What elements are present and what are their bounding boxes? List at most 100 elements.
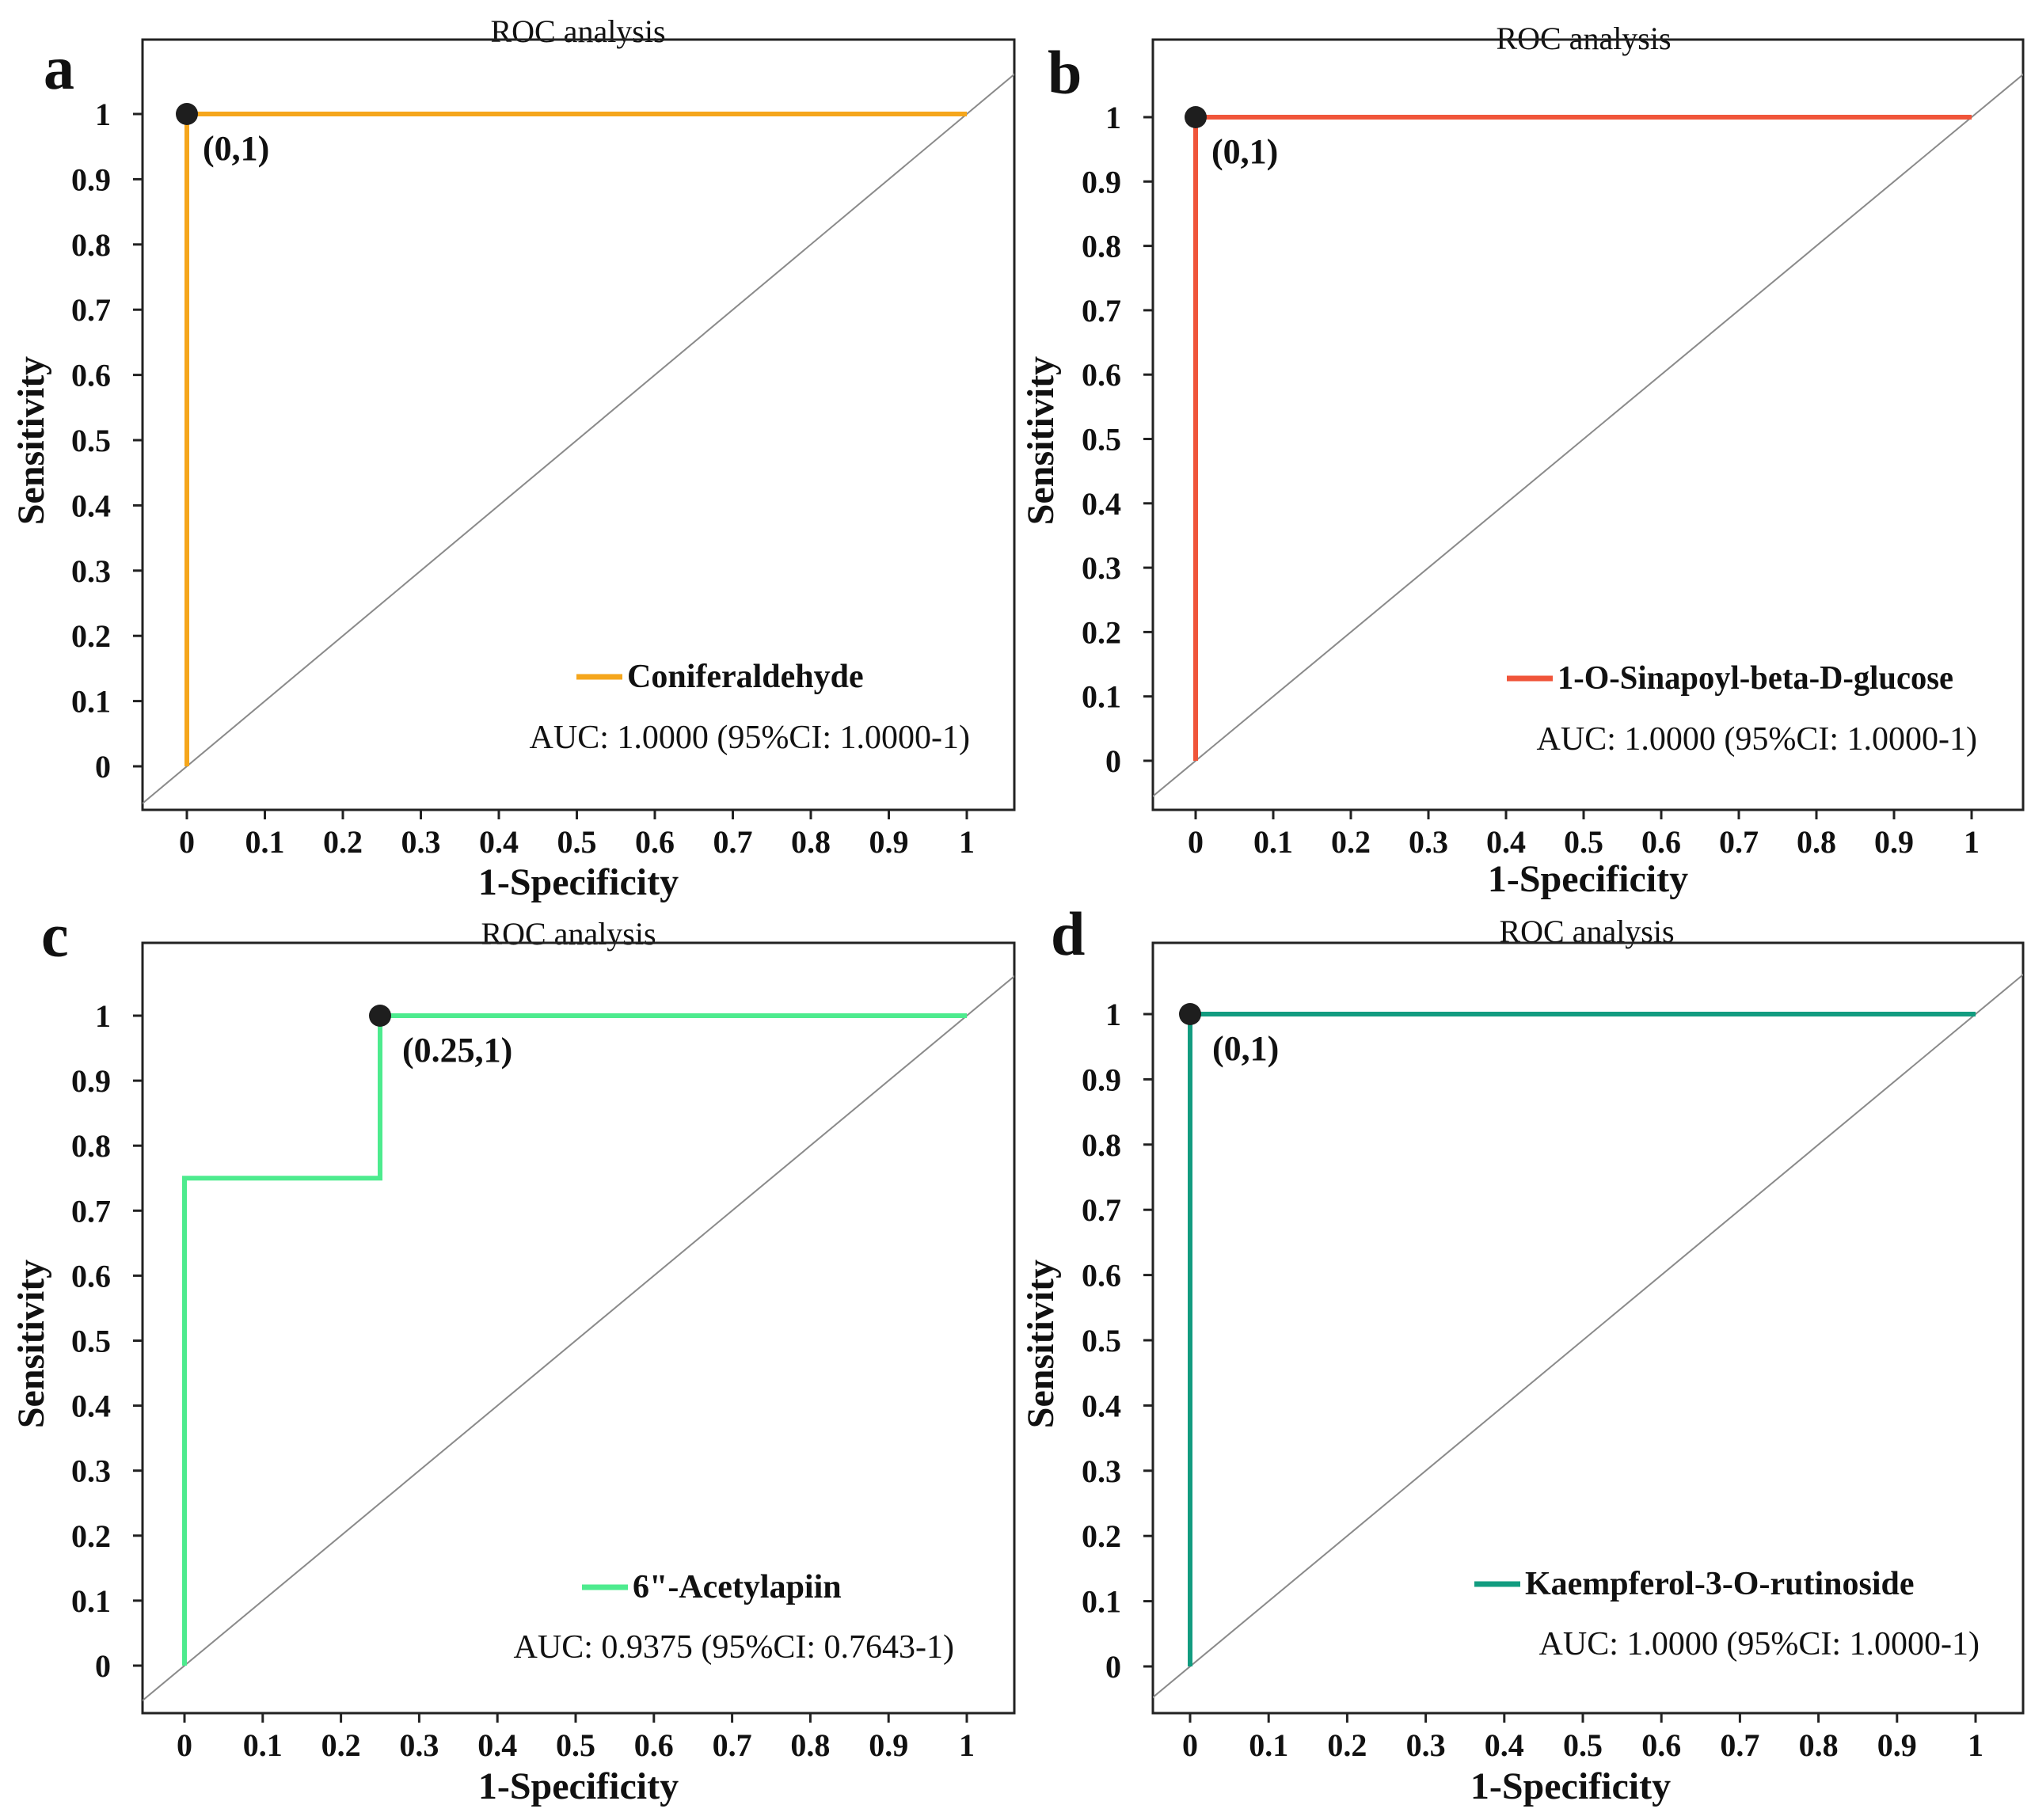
x-tick-label: 0.9 [1877, 1727, 1917, 1763]
optimal-point [1185, 106, 1207, 128]
x-tick-label: 0.1 [1249, 1727, 1288, 1763]
x-tick-label: 0.1 [245, 824, 285, 860]
optimal-point-label: (0,1) [1211, 132, 1278, 171]
x-tick-label: 0.5 [1564, 824, 1603, 860]
y-tick-label: 0 [95, 749, 111, 785]
y-tick-label: 0.9 [1082, 1062, 1121, 1097]
x-tick-label: 0.8 [1797, 824, 1836, 860]
roc-curve [182, 1013, 967, 1666]
roc-panel-a: a ROC analysis 0 0.1 0.2 0.3 0.4 0.5 0.6 0.7 0.8 0.… [10, 13, 1016, 903]
x-tick-label: 0.7 [1719, 824, 1759, 860]
y-tick-label: 0.6 [71, 1258, 111, 1294]
x-tick-label: 0.9 [869, 824, 909, 860]
x-tick-label: 0.1 [243, 1727, 283, 1763]
x-tick-label: 1 [959, 824, 975, 860]
x-tick-label: 0.5 [556, 1727, 595, 1763]
plot-frame [1151, 38, 2025, 811]
y-tick-label: 0.1 [1082, 1584, 1121, 1620]
optimal-point-label: (0,1) [203, 129, 269, 168]
x-axis-title: 1-Specificity [1470, 1765, 1671, 1807]
x-tick-label: 0.4 [479, 824, 519, 860]
x-tick-label: 0.4 [1486, 824, 1526, 860]
y-tick-label: 0.3 [1082, 1453, 1121, 1489]
plot-frame [141, 941, 1016, 1715]
y-tick-label: 0.4 [71, 1389, 111, 1424]
x-tick-label: 0.4 [477, 1727, 517, 1763]
y-tick-label: 0 [1105, 743, 1121, 779]
y-tick-label: 0.7 [71, 1193, 111, 1229]
y-axis-title: Sensitivity [10, 356, 52, 525]
x-tick-label: 0.7 [1720, 1727, 1759, 1763]
x-tick-label: 0.5 [557, 824, 597, 860]
y-tick-label: 0.4 [1082, 1388, 1121, 1423]
x-tick-label: 0.5 [1563, 1727, 1603, 1763]
optimal-point-label: (0.25,1) [402, 1031, 512, 1070]
x-tick-label: 0.2 [323, 824, 363, 860]
legend-label: Kaempferol-3-O-rutinoside [1525, 1566, 1915, 1602]
x-tick-label: 0.2 [1327, 1727, 1367, 1763]
x-tick-label: 1 [1968, 1727, 1983, 1763]
y-tick-label: 0.9 [71, 161, 111, 197]
legend-label: Coniferaldehyde [627, 659, 864, 695]
y-tick-label: 0.9 [1082, 164, 1121, 199]
x-tick-label: 0.6 [635, 824, 675, 860]
legend-label: 6"-Acetylapiin [633, 1569, 842, 1605]
y-tick-label: 1 [1105, 100, 1121, 135]
x-tick-label: 0 [177, 1727, 192, 1763]
reference-diagonal [1153, 973, 2023, 1699]
y-tick-label: 0.1 [71, 1583, 111, 1619]
y-tick-label: 0.2 [71, 1518, 111, 1554]
x-tick-label: 0 [1188, 824, 1204, 860]
panel-label: a [44, 33, 74, 102]
auc-annotation: AUC: 0.9375 (95%CI: 0.7643-1) [514, 1629, 954, 1666]
x-axis-title: 1-Specificity [1488, 858, 1688, 900]
x-tick-label: 0.7 [713, 824, 753, 860]
reference-diagonal [1153, 73, 2023, 798]
reference-diagonal [143, 975, 1014, 1702]
roc-panel-c: c ROC analysis 0 0.1 0.2 0.3 0.4 0.5 0.6 0.7 0.8 0.… [10, 901, 1016, 1807]
x-tick-label: 0.3 [401, 824, 441, 860]
reference-diagonal [143, 73, 1014, 805]
y-tick-label: 0.5 [1082, 422, 1121, 458]
y-tick-label: 1 [1105, 997, 1121, 1032]
y-tick-label: 0 [95, 1648, 111, 1684]
y-tick-label: 0.1 [1082, 679, 1121, 715]
y-tick-label: 0.6 [71, 358, 111, 393]
x-tick-label: 0.6 [1641, 1727, 1681, 1763]
optimal-point-label: (0,1) [1212, 1029, 1279, 1068]
y-tick-label: 0.3 [71, 1453, 111, 1489]
y-tick-label: 0.2 [1082, 614, 1121, 650]
x-tick-label: 0.9 [869, 1727, 908, 1763]
x-tick-label: 0.4 [1485, 1727, 1524, 1763]
x-tick-label: 0.9 [1874, 824, 1914, 860]
x-tick-label: 0.8 [790, 1727, 830, 1763]
plot-frame [141, 38, 1016, 811]
x-tick-label: 0.6 [634, 1727, 674, 1763]
y-tick-label: 1 [95, 97, 111, 132]
y-tick-label: 0.7 [71, 292, 111, 328]
x-tick-label: 0.3 [1406, 1727, 1446, 1763]
y-tick-label: 0.4 [71, 488, 111, 523]
y-tick-label: 0.1 [71, 684, 111, 720]
x-tick-label: 0 [1182, 1727, 1198, 1763]
optimal-point [369, 1005, 391, 1027]
x-tick-label: 0.1 [1253, 824, 1293, 860]
y-axis-title: Sensitivity [1020, 1260, 1062, 1428]
y-tick-label: 1 [95, 998, 111, 1034]
x-tick-label: 0.2 [1331, 824, 1371, 860]
auc-annotation: AUC: 1.0000 (95%CI: 1.0000-1) [1539, 1626, 1980, 1662]
y-tick-label: 0.5 [71, 1324, 111, 1359]
x-tick-label: 0.7 [713, 1727, 752, 1763]
legend-label: 1-O-Sinapoyl-beta-D-glucose [1557, 660, 1953, 697]
y-tick-label: 0.3 [1082, 550, 1121, 586]
x-tick-label: 0.3 [1409, 824, 1448, 860]
y-tick-label: 0.8 [1082, 229, 1121, 264]
y-tick-label: 0.2 [1082, 1518, 1121, 1554]
y-tick-label: 0.4 [1082, 486, 1121, 522]
y-tick-label: 0.8 [71, 227, 111, 263]
y-tick-label: 0.2 [71, 618, 111, 654]
y-tick-label: 0.5 [71, 423, 111, 458]
